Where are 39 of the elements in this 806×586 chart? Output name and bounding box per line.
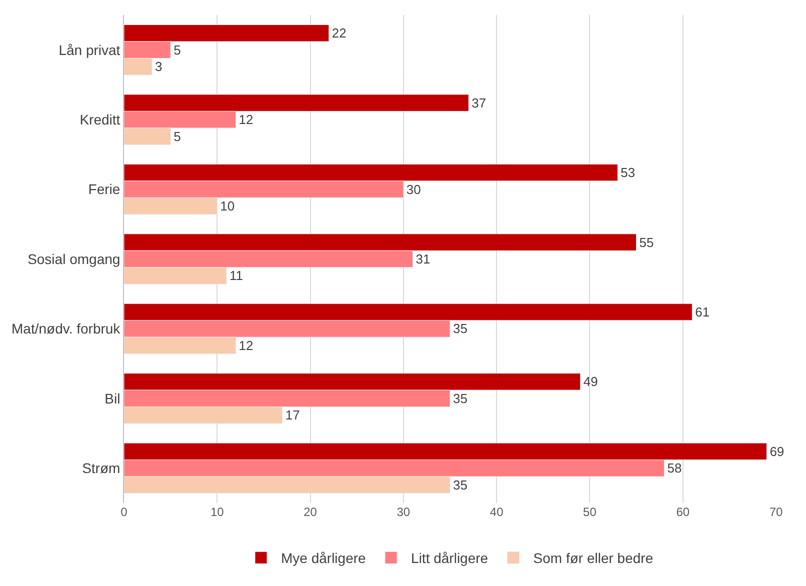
data-label: 35 <box>453 321 468 336</box>
legend-label: Mye dårligere <box>281 550 366 566</box>
data-label: 12 <box>238 338 254 353</box>
legend-label: Litt dårligere <box>411 550 488 566</box>
y-tick-label: Ferie <box>88 181 120 198</box>
data-label: 12 <box>238 112 254 128</box>
x-tick-label: 50 <box>583 505 597 519</box>
x-tick-label: 20 <box>304 505 318 519</box>
y-tick-label: Kreditt <box>80 111 120 128</box>
y-tick-label: Sosial omgang <box>28 250 120 267</box>
y-tick-label: Mat/nødv. forbruk <box>12 320 122 337</box>
data-label: 22 <box>332 26 346 41</box>
x-tick-label: 70 <box>769 505 783 519</box>
x-tick-label: 30 <box>396 505 410 519</box>
data-label: 11 <box>229 268 243 284</box>
x-tick-label: 60 <box>676 505 690 519</box>
data-label: 55 <box>639 234 654 250</box>
data-label: 3 <box>154 59 162 74</box>
y-tick-label: Lån privat <box>58 42 120 58</box>
y-tick-label: Bil <box>104 390 120 406</box>
data-label: 35 <box>453 390 468 406</box>
x-tick-label: 0 <box>120 505 128 519</box>
data-label: 58 <box>667 460 682 476</box>
y-tick-label: Strøm <box>82 460 120 476</box>
x-tick-label: 40 <box>490 505 504 519</box>
data-label: 10 <box>220 198 235 214</box>
data-label: 5 <box>174 128 181 144</box>
data-label: 17 <box>285 408 300 423</box>
data-label: 49 <box>583 374 598 390</box>
data-label: 61 <box>695 304 710 320</box>
x-tick-label: 10 <box>210 505 224 519</box>
data-label: 69 <box>770 444 784 459</box>
data-label: 37 <box>472 95 486 110</box>
legend-label: Som før eller bedre <box>533 550 654 566</box>
data-label: 31 <box>416 252 430 266</box>
data-label: 53 <box>620 165 636 180</box>
data-label: 30 <box>406 182 421 197</box>
data-label: 5 <box>174 42 181 58</box>
data-label: 35 <box>453 477 468 492</box>
